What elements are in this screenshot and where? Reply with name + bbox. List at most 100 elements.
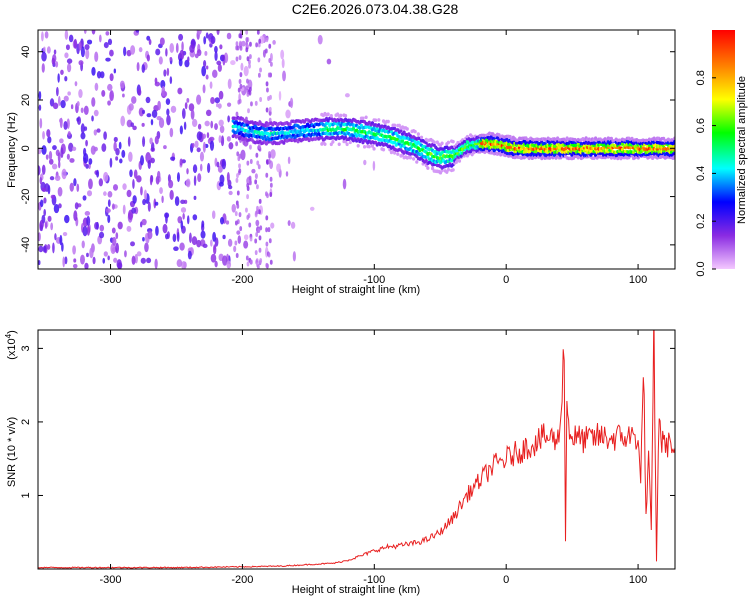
heatmap-cell	[235, 111, 239, 117]
heatmap-cell	[120, 115, 126, 127]
heatmap-cell	[374, 118, 378, 123]
heatmap-cell	[249, 259, 253, 265]
heatmap-cell	[187, 250, 192, 260]
heatmap-cell	[364, 115, 368, 120]
heatmap-cell	[67, 131, 71, 137]
heatmap-cell	[228, 142, 234, 150]
heatmap-cell	[239, 33, 243, 39]
heatmap-cell	[393, 151, 397, 155]
heatmap-cell	[47, 136, 52, 144]
heatmap-cell	[41, 164, 46, 175]
heatmap-cell	[408, 155, 413, 160]
heatmap-cell	[76, 183, 80, 193]
heatmap-cell	[44, 31, 49, 39]
heatmap-cell	[246, 261, 250, 267]
heatmap-cell	[278, 90, 282, 101]
heatmap-cell	[238, 163, 241, 169]
heatmap-cell	[288, 122, 292, 126]
heatmap-cell	[285, 171, 289, 177]
heatmap-cell	[74, 202, 79, 210]
heatmap-cell	[181, 261, 187, 269]
heatmap-cell	[254, 238, 258, 244]
heatmap-cell	[72, 245, 76, 255]
heatmap-cell	[99, 224, 105, 232]
heatmap-cell	[66, 63, 72, 73]
heatmap-cell	[228, 185, 233, 190]
heatmap-cell	[219, 125, 225, 134]
heatmap-cell	[408, 141, 413, 146]
heatmap-cell	[56, 86, 59, 97]
heatmap-cell	[235, 253, 239, 259]
heatmap-cell	[141, 109, 146, 115]
heatmap-cell	[209, 81, 213, 89]
heatmap-cell	[181, 41, 184, 52]
heatmap-cell	[126, 189, 132, 198]
heatmap-cell	[119, 158, 123, 164]
heatmap-cell	[267, 158, 271, 164]
heatmap-cell	[249, 41, 252, 47]
heatmap-cell	[144, 242, 149, 253]
heatmap-cell	[265, 227, 268, 233]
heatmap-cell	[281, 58, 285, 69]
heatmap-cell	[127, 136, 131, 147]
heatmap-cell	[205, 74, 209, 80]
heatmap-cell	[415, 160, 419, 164]
heatmap-cell	[317, 34, 323, 45]
heatmap-cell	[202, 141, 206, 153]
heatmap-cell	[248, 90, 252, 96]
heatmap-cell	[146, 257, 152, 264]
heatmap-cell	[78, 60, 84, 66]
heatmap-cell	[38, 90, 42, 100]
heatmap-cell	[109, 49, 114, 57]
heatmap-cell	[235, 56, 239, 62]
heatmap-cell	[96, 71, 102, 79]
heatmap-cell	[375, 126, 379, 131]
heatmap-cell	[226, 32, 232, 40]
heatmap-cell	[78, 89, 83, 99]
heatmap-cell	[363, 159, 367, 166]
heatmap-cell	[58, 95, 61, 106]
heatmap-cell	[59, 138, 64, 144]
heatmap-cell	[236, 203, 240, 209]
bottom-y-ticks: 1 2 3	[20, 345, 675, 499]
heatmap-cell	[246, 194, 249, 200]
heatmap-cell	[113, 68, 117, 74]
heatmap-cell	[62, 256, 66, 268]
heatmap-cell	[86, 252, 89, 258]
heatmap-cell	[217, 103, 222, 109]
colorbar-ticks: 0.0 0.2 0.4 0.6 0.8	[695, 70, 716, 277]
heatmap-cell	[182, 213, 185, 220]
heatmap-cell	[413, 129, 417, 134]
heatmap-cell	[620, 142, 625, 146]
heatmap-cell	[64, 30, 69, 40]
heatmap-cell	[412, 157, 416, 161]
heatmap-cell	[240, 62, 244, 71]
heatmap-cell	[180, 199, 186, 204]
heatmap-cell	[145, 96, 151, 104]
heatmap-cell	[98, 231, 105, 239]
heatmap-cell	[194, 140, 199, 148]
x-tick-label: -300	[100, 274, 122, 286]
heatmap-cell	[245, 47, 249, 53]
heatmap-cell	[39, 219, 44, 229]
heatmap-cell	[217, 64, 222, 72]
heatmap-cell	[186, 98, 190, 103]
heatmap-cell	[133, 169, 138, 179]
heatmap-cell	[130, 45, 136, 55]
heatmap-cell	[96, 169, 100, 178]
heatmap-cell	[57, 186, 63, 197]
heatmap-cell	[451, 168, 455, 172]
heatmap-cell	[123, 46, 127, 57]
x-tick-label: -200	[231, 274, 253, 286]
heatmap-cell	[248, 175, 252, 181]
heatmap-cell	[419, 152, 424, 156]
heatmap-cell	[270, 222, 275, 229]
heatmap-cell	[150, 157, 155, 164]
heatmap-cell	[342, 178, 347, 190]
heatmap-cell	[193, 175, 197, 187]
heatmap-cell	[52, 145, 57, 151]
heatmap-cell	[89, 247, 94, 259]
heatmap-cell	[196, 147, 201, 153]
heatmap-cell	[86, 190, 93, 197]
heatmap-cell	[248, 222, 252, 228]
